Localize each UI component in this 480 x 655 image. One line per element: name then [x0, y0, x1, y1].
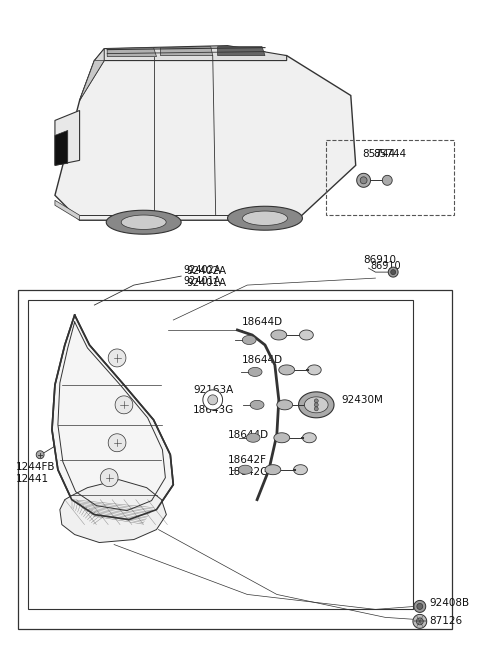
Text: 92402A: 92402A — [186, 266, 226, 276]
Polygon shape — [305, 400, 319, 410]
Polygon shape — [55, 200, 80, 220]
Text: 87126: 87126 — [430, 616, 463, 626]
Polygon shape — [416, 618, 423, 625]
Polygon shape — [228, 206, 302, 230]
Text: 18644D: 18644D — [242, 317, 283, 327]
Text: 85744: 85744 — [362, 149, 395, 159]
Bar — [326, 140, 455, 215]
Polygon shape — [36, 451, 44, 458]
Polygon shape — [294, 464, 307, 475]
Text: 18643G: 18643G — [193, 405, 234, 415]
Polygon shape — [279, 365, 295, 375]
Text: 1244FB: 1244FB — [15, 462, 55, 472]
Text: 18644D: 18644D — [242, 355, 283, 365]
Polygon shape — [413, 614, 427, 628]
Polygon shape — [95, 46, 287, 60]
Text: 92402A: 92402A — [183, 265, 221, 275]
Polygon shape — [360, 177, 367, 184]
Polygon shape — [106, 210, 181, 234]
Polygon shape — [274, 433, 289, 443]
Polygon shape — [121, 215, 166, 229]
Polygon shape — [383, 176, 392, 185]
Text: 86910: 86910 — [364, 255, 396, 265]
Polygon shape — [414, 601, 426, 612]
Polygon shape — [314, 399, 318, 403]
Text: 18644D: 18644D — [228, 430, 269, 440]
Text: 92430M: 92430M — [341, 395, 383, 405]
Polygon shape — [55, 130, 68, 165]
Text: 18642F: 18642F — [228, 455, 266, 464]
Polygon shape — [108, 349, 126, 367]
Polygon shape — [302, 433, 316, 443]
Text: 12441: 12441 — [15, 474, 48, 483]
Polygon shape — [108, 434, 126, 452]
Polygon shape — [391, 270, 396, 274]
Polygon shape — [357, 174, 371, 187]
Polygon shape — [52, 315, 173, 519]
Polygon shape — [217, 47, 265, 56]
Text: 92401A: 92401A — [186, 278, 226, 288]
Polygon shape — [277, 400, 293, 410]
Polygon shape — [388, 267, 398, 277]
Polygon shape — [55, 56, 356, 220]
Polygon shape — [80, 48, 104, 100]
Polygon shape — [300, 330, 313, 340]
Polygon shape — [299, 392, 334, 418]
Text: 92401A: 92401A — [183, 276, 220, 286]
Polygon shape — [246, 433, 260, 442]
Polygon shape — [55, 111, 80, 165]
Polygon shape — [115, 396, 133, 414]
Polygon shape — [314, 403, 318, 407]
Text: 86910: 86910 — [371, 261, 401, 271]
Polygon shape — [203, 390, 223, 410]
Polygon shape — [248, 367, 262, 377]
Text: 85744: 85744 — [373, 149, 407, 159]
Polygon shape — [250, 400, 264, 409]
Polygon shape — [60, 479, 167, 542]
Polygon shape — [271, 330, 287, 340]
Polygon shape — [107, 48, 156, 56]
Polygon shape — [242, 335, 256, 345]
Text: 92163A: 92163A — [193, 385, 233, 395]
Polygon shape — [265, 464, 281, 475]
Polygon shape — [239, 465, 252, 474]
Polygon shape — [80, 60, 104, 100]
Polygon shape — [160, 47, 213, 56]
Polygon shape — [304, 397, 328, 413]
Polygon shape — [307, 365, 321, 375]
Text: 18642G: 18642G — [228, 467, 269, 477]
Polygon shape — [314, 407, 318, 411]
Polygon shape — [100, 469, 118, 487]
Polygon shape — [208, 395, 217, 405]
Text: 92408B: 92408B — [430, 599, 470, 608]
Polygon shape — [242, 211, 288, 225]
Bar — [28, 300, 413, 609]
Bar — [18, 290, 452, 629]
Polygon shape — [417, 603, 423, 609]
